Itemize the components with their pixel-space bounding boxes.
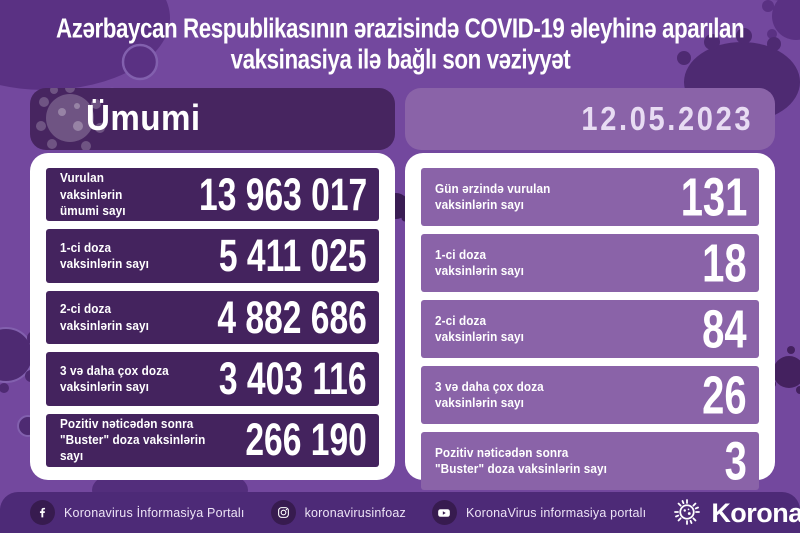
daily-panel: Gün ərzində vurulan vaksinlərin sayı 131…	[405, 153, 775, 491]
stat-value: 26	[702, 364, 748, 426]
youtube-link[interactable]: KoronaVirus informasiya portalı	[431, 500, 647, 525]
stat-label: 2-ci doza vaksinlərin sayı	[60, 302, 150, 333]
summary-panel: Vurulan vaksinlərin ümumi sayı 13 963 01…	[30, 153, 395, 480]
stat-label: 2-ci doza vaksinlərin sayı	[435, 313, 525, 344]
summary-header-box: Ümumi	[30, 88, 395, 150]
table-row: 1-ci doza vaksinlərin sayı 5 411 025	[46, 229, 379, 283]
youtube-icon	[431, 500, 457, 525]
instagram-icon	[270, 500, 296, 525]
instagram-label: koronavirusinfoaz	[304, 505, 406, 520]
table-row: 3 və daha çox doza vaksinlərin sayı 26	[421, 364, 759, 426]
daily-header-box: 12.05.2023	[405, 88, 775, 150]
stat-value: 266 190	[245, 414, 367, 466]
table-row: 3 və daha çox doza vaksinlərin sayı 3 40…	[46, 352, 379, 406]
youtube-label: KoronaVirus informasiya portalı	[465, 505, 647, 520]
stat-label: Pozitiv nəticədən sonra "Buster" doza va…	[435, 445, 608, 476]
brand-virus-icon	[674, 498, 701, 525]
table-row: Pozitiv nəticədən sonra "Buster" doza va…	[421, 430, 759, 492]
instagram-link[interactable]: koronavirusinfoaz	[270, 500, 406, 525]
stat-label: 1-ci doza vaksinlərin sayı	[60, 240, 150, 272]
stat-value: 13 963 017	[198, 168, 367, 220]
page-title-line1: Azərbaycan Respublikasının ərazisində CO…	[56, 12, 745, 44]
brand-name: KoronaVirus	[711, 497, 800, 528]
page-title: Azərbaycan Respublikasının ərazisində CO…	[0, 12, 800, 75]
facebook-label: Koronavirus İnformasiya Portalı	[64, 505, 245, 520]
stat-value: 18	[702, 232, 748, 294]
stat-value: 5 411 025	[219, 230, 367, 281]
stat-label: Vurulan vaksinlərin ümumi sayı	[60, 171, 126, 218]
report-date: 12.05.2023	[581, 100, 753, 137]
table-row: 2-ci doza vaksinlərin sayı 84	[421, 298, 759, 360]
table-row: Gün ərzində vurulan vaksinlərin sayı 131	[421, 166, 759, 228]
table-row: 1-ci doza vaksinlərin sayı 18	[421, 232, 759, 294]
facebook-icon	[30, 500, 55, 525]
table-row: Vurulan vaksinlərin ümumi sayı 13 963 01…	[46, 168, 379, 222]
stat-label: Pozitiv nəticədən sonra "Buster" doza va…	[60, 416, 206, 464]
stat-value: 131	[680, 166, 747, 228]
table-row: 2-ci doza vaksinlərin sayı 4 882 686	[46, 290, 379, 345]
summary-panel-title: Ümumi	[86, 97, 201, 138]
stat-value: 3 403 116	[219, 353, 367, 404]
footer-bar: Koronavirus İnformasiya Portalı koronavi…	[0, 492, 800, 533]
facebook-link[interactable]: Koronavirus İnformasiya Portalı	[30, 500, 245, 525]
stat-label: 3 və daha çox doza vaksinlərin sayı	[60, 363, 169, 394]
stat-label: 3 və daha çox doza vaksinlərin sayı	[435, 379, 544, 410]
stat-value: 84	[702, 298, 748, 360]
stat-label: Gün ərzində vurulan vaksinlərin sayı	[435, 181, 551, 212]
stat-value: 3	[724, 430, 747, 492]
stat-value: 4 882 686	[217, 291, 367, 343]
stat-label: 1-ci doza vaksinlərin sayı	[435, 247, 525, 278]
koronavirus-brand[interactable]: KoronaVirus info	[672, 497, 800, 529]
page-title-line2: vaksinasiya ilə bağlı son vəziyyət	[230, 43, 570, 75]
table-row: Pozitiv nəticədən sonra "Buster" doza va…	[46, 413, 379, 468]
